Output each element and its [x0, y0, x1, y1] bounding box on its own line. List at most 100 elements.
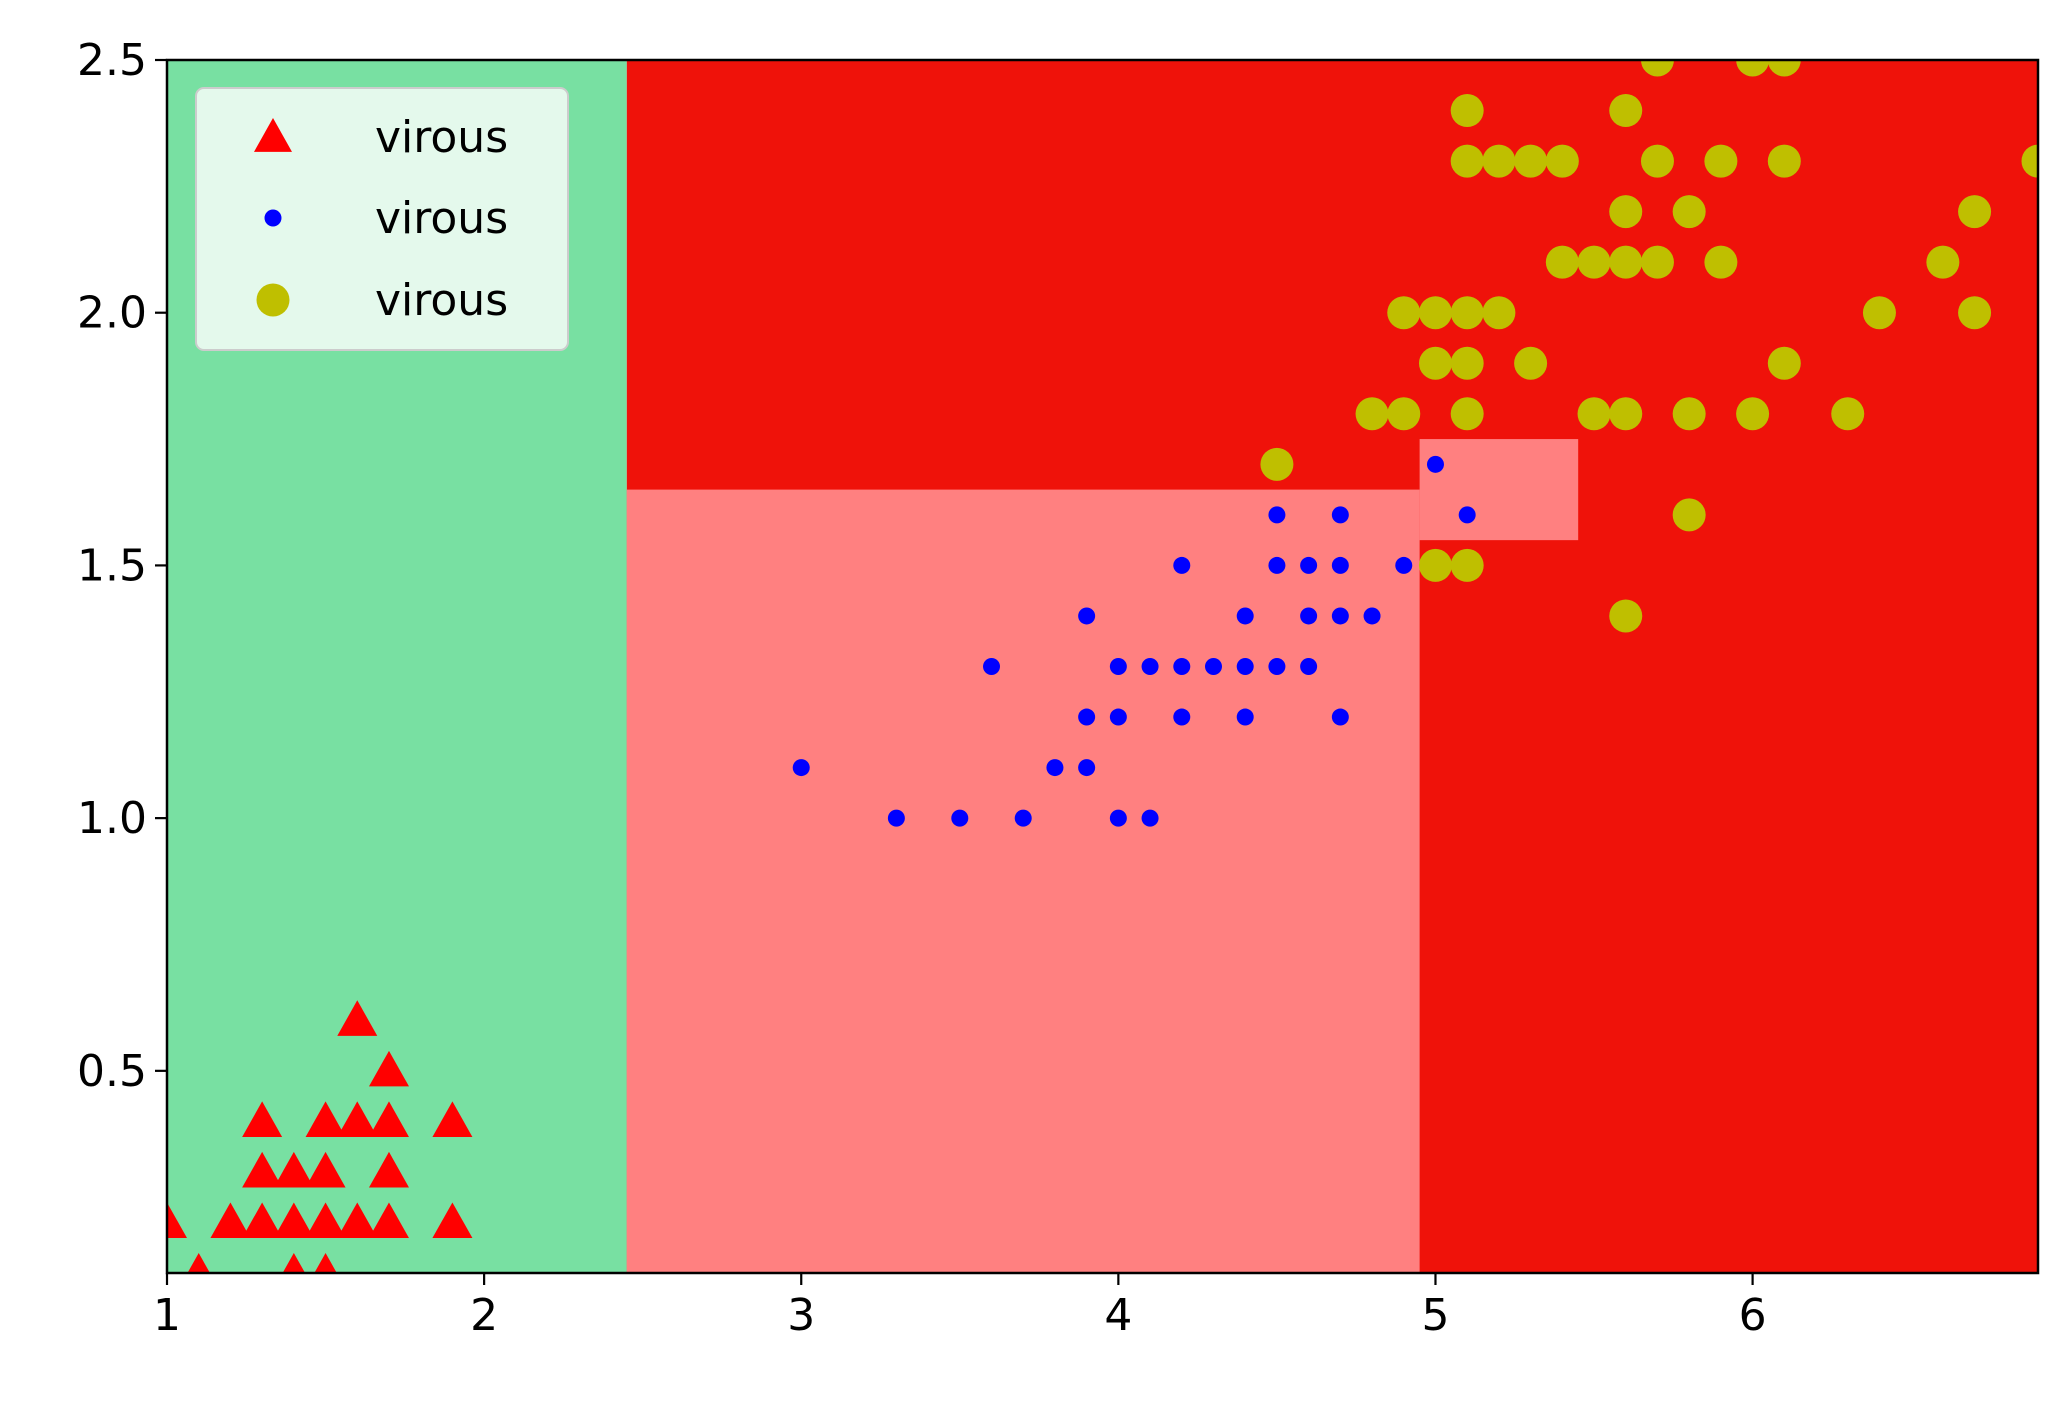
data-point — [314, 1253, 337, 1273]
data-point — [1331, 607, 1349, 625]
data-point — [368, 1202, 409, 1239]
legend-label-0: virous — [375, 112, 508, 163]
data-point — [1482, 144, 1516, 178]
data-point — [1958, 195, 1992, 229]
data-point — [1236, 708, 1254, 726]
data-point — [1450, 94, 1484, 128]
data-point — [1640, 60, 1674, 77]
data-point — [1173, 556, 1191, 574]
data-point — [1862, 296, 1896, 330]
data-point — [1514, 144, 1548, 178]
x-tick-label: 5 — [1421, 1290, 1449, 1341]
data-point — [1450, 144, 1484, 178]
data-point — [1609, 245, 1643, 279]
data-point — [1109, 708, 1127, 726]
data-point — [1268, 556, 1286, 574]
data-point — [1736, 397, 1770, 431]
data-point — [305, 1101, 346, 1137]
data-point — [2021, 144, 2038, 178]
data-point — [1078, 708, 1096, 726]
data-point — [1109, 658, 1127, 675]
data-point — [1331, 506, 1349, 524]
data-point — [1173, 708, 1191, 726]
y-tick-label: 1.0 — [77, 793, 147, 844]
data-point — [1450, 397, 1484, 431]
data-point — [1300, 658, 1318, 675]
data-point — [242, 1202, 283, 1239]
legend-marker-0 — [254, 118, 292, 152]
x-tick-label: 6 — [1739, 1290, 1767, 1341]
data-point — [1672, 498, 1706, 532]
data-point — [1268, 506, 1286, 524]
series-2 — [1260, 60, 2038, 633]
legend-label-1: virous — [375, 193, 508, 244]
data-point — [242, 1151, 283, 1188]
data-point — [1450, 346, 1484, 380]
data-point — [1078, 607, 1096, 625]
y-tick-label: 0.5 — [77, 1046, 147, 1097]
legend-marker-2 — [256, 283, 290, 317]
data-point — [1300, 607, 1318, 625]
data-point — [1418, 296, 1452, 330]
data-point — [1450, 548, 1484, 582]
data-point — [1609, 94, 1643, 128]
data-point — [1704, 144, 1738, 178]
y-tick-label: 2.0 — [77, 288, 147, 339]
data-point — [305, 1202, 346, 1239]
legend-box — [195, 87, 569, 351]
decision-region-2 — [626, 489, 1420, 1273]
data-point — [1736, 60, 1770, 77]
data-point — [1704, 245, 1738, 279]
data-point — [1236, 658, 1254, 675]
data-point — [951, 809, 969, 827]
legend-label-2: virous — [375, 275, 508, 326]
series-1 — [792, 455, 1476, 827]
y-axis: 0.5 1.0 1.5 2.0 2.5 — [77, 35, 167, 1097]
series-0 — [167, 1000, 473, 1273]
data-point — [1577, 245, 1611, 279]
data-point — [1926, 245, 1960, 279]
data-point — [1387, 296, 1421, 330]
data-point — [1395, 556, 1413, 574]
data-point — [1767, 346, 1801, 380]
data-point — [187, 1253, 210, 1273]
data-point — [792, 759, 810, 777]
x-tick-label: 3 — [787, 1290, 815, 1341]
data-point — [1260, 447, 1294, 481]
data-point — [1609, 195, 1643, 229]
x-tick-label: 4 — [1104, 1290, 1132, 1341]
data-point — [1331, 708, 1349, 726]
data-point — [1767, 144, 1801, 178]
data-point — [305, 1151, 346, 1188]
data-point — [983, 658, 1001, 675]
data-point — [1609, 397, 1643, 431]
y-tick-label: 1.5 — [77, 540, 147, 591]
data-point — [1268, 658, 1286, 675]
data-point — [337, 1000, 378, 1036]
data-point — [1672, 397, 1706, 431]
x-tick-label: 2 — [470, 1290, 498, 1341]
data-point — [273, 1151, 314, 1188]
data-point — [1109, 809, 1127, 827]
data-point — [1767, 60, 1801, 77]
data-point — [1545, 144, 1579, 178]
data-point — [1545, 245, 1579, 279]
data-point — [1514, 346, 1548, 380]
data-point — [1046, 759, 1064, 777]
data-point — [1141, 658, 1159, 675]
data-point — [1577, 397, 1611, 431]
data-point — [1355, 397, 1389, 431]
decision-region-3 — [1419, 439, 1579, 541]
data-point — [1426, 455, 1444, 473]
data-point — [1672, 195, 1706, 229]
data-point — [1958, 296, 1992, 330]
data-point — [1236, 607, 1254, 625]
data-point — [1204, 658, 1222, 675]
x-tick-label: 1 — [153, 1290, 181, 1341]
data-point — [1300, 556, 1318, 574]
data-point — [432, 1101, 473, 1137]
data-point — [1331, 556, 1349, 574]
data-point — [1418, 346, 1452, 380]
data-point — [1458, 506, 1476, 524]
